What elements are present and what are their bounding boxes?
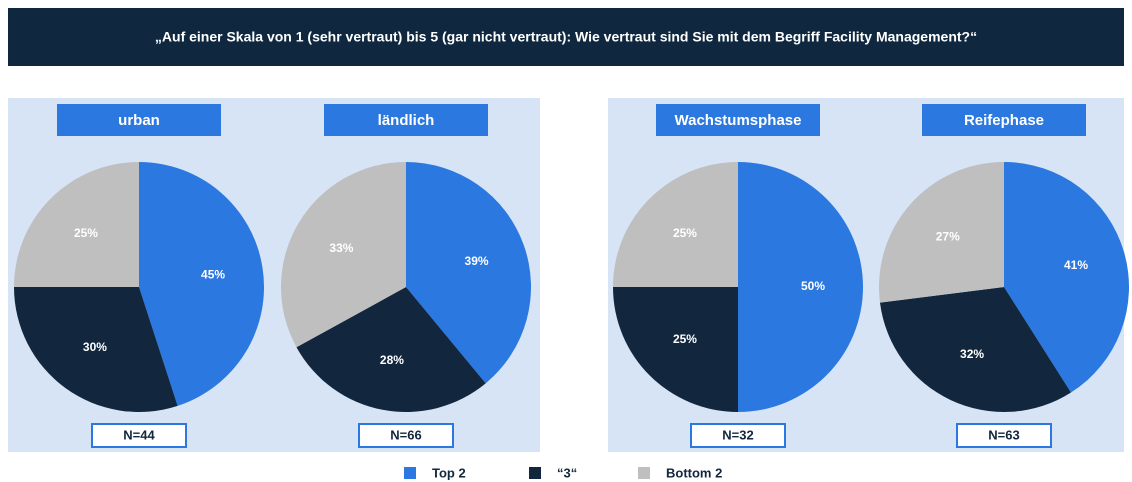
n-label: N=66 [390,427,421,442]
pie-slice [406,162,532,384]
slice-label: 25% [673,332,697,346]
pie-title-box [324,104,488,136]
pie-title-box [656,104,820,136]
legend-label: Top 2 [432,465,466,480]
legend-swatch [529,467,541,479]
slice-label: 39% [465,254,489,268]
n-box [91,423,187,448]
pie-slice [879,162,1004,303]
slice-label: 33% [329,241,353,255]
pie-slice [296,287,486,413]
slice-label: 41% [1064,258,1088,272]
pie-slice [738,162,863,412]
pie-title-box [57,104,221,136]
legend-swatch [404,467,416,479]
pie-slice [14,287,178,412]
pie-title: ländlich [378,112,435,129]
pie-slice [879,287,1071,412]
legend-label: Bottom 2 [666,465,722,480]
slice-label: 25% [74,226,98,240]
pie-title: Reifephase [964,112,1044,129]
n-box [690,423,786,448]
n-box [956,423,1052,448]
chart-title: „Auf einer Skala von 1 (sehr vertraut) b… [155,29,977,45]
pie-title: Wachstumsphase [675,112,802,129]
pie-slice [281,162,406,348]
pie-slice [139,162,264,406]
pie-slice [1004,162,1129,393]
legend-label: “3“ [557,465,577,480]
pie-slice [613,162,738,287]
slice-label: 45% [201,267,225,281]
slice-label: 50% [801,279,825,293]
pie-title-box [922,104,1086,136]
legend-swatch [638,467,650,479]
slice-label: 25% [673,226,697,240]
slice-label: 32% [960,347,984,361]
slice-label: 30% [83,340,107,354]
slice-label: 28% [380,353,404,367]
n-label: N=44 [123,427,155,442]
n-box [358,423,454,448]
n-label: N=63 [988,427,1019,442]
pie-title: urban [118,112,160,129]
slice-label: 27% [936,230,960,244]
pie-slice [613,287,738,412]
header-bar [8,8,1124,66]
n-label: N=32 [722,427,753,442]
pie-slice [14,162,139,287]
